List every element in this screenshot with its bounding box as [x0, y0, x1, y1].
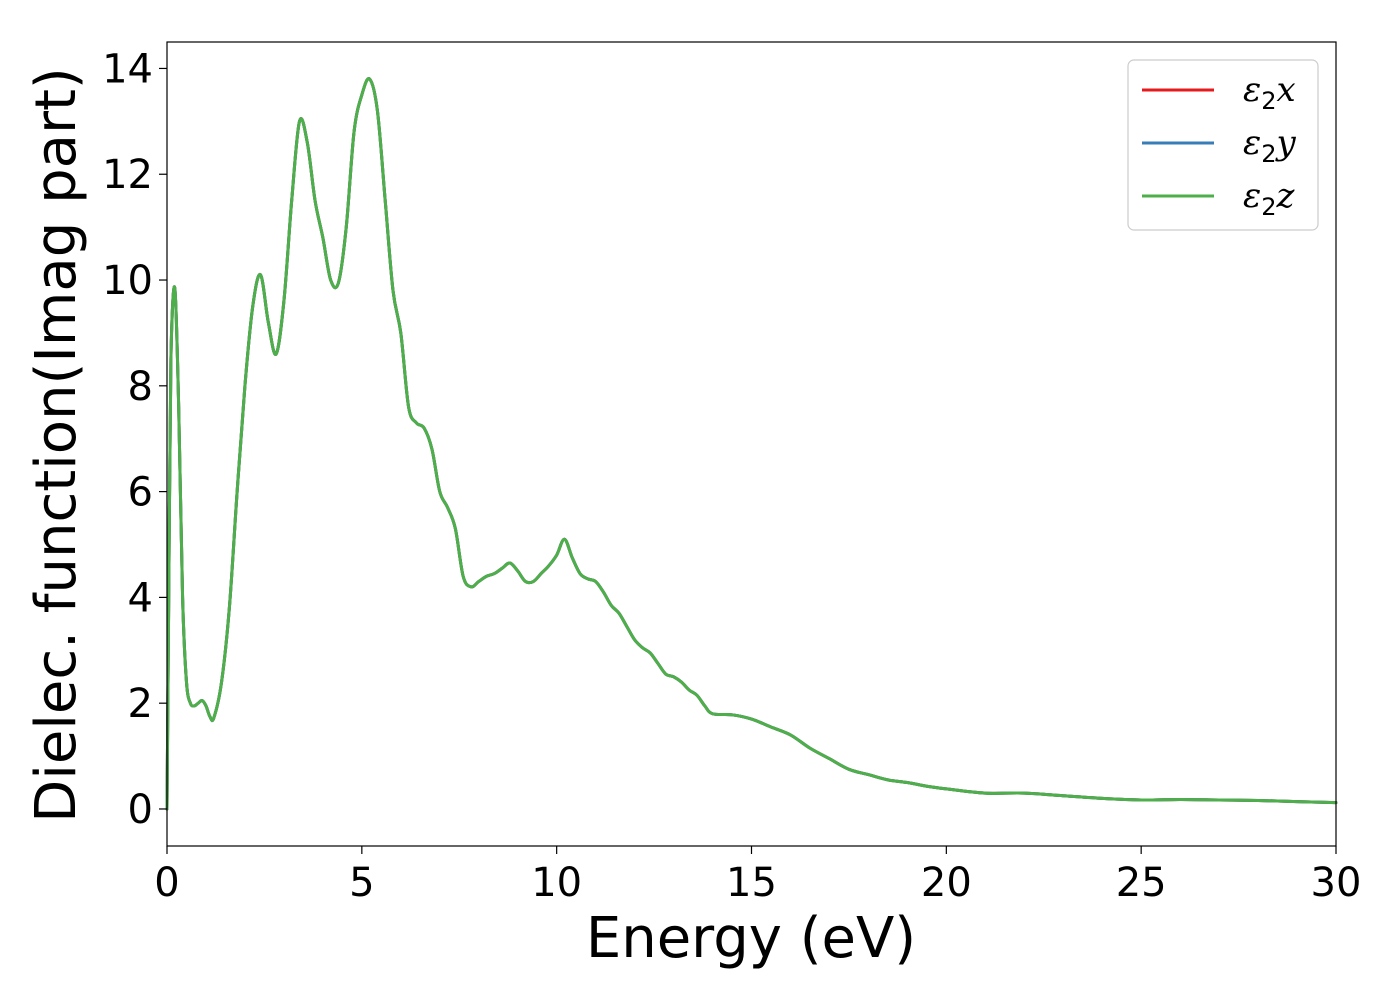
x-tick-label: 25	[1116, 860, 1167, 906]
legend-label-y: ε2y	[1243, 123, 1297, 168]
x-axis-ticks: 0 5 10 15 20 25 30	[154, 846, 1361, 906]
y-tick-label: 10	[102, 258, 153, 304]
x-axis-title: Energy (eV)	[586, 906, 916, 971]
y-tick-label: 4	[128, 575, 153, 621]
legend: ε2x ε2y ε2z	[1127, 59, 1319, 231]
legend-label-x: ε2x	[1243, 70, 1296, 115]
y-tick-label: 0	[128, 787, 153, 833]
y-axis-ticks: 0 2 4 6 8 10 12 14	[102, 46, 167, 833]
series-line-3	[165, 77, 1338, 811]
y-tick-label: 8	[128, 364, 153, 410]
y-axis-title: Dielec. function(Imag part)	[24, 67, 89, 823]
y-tick-label: 14	[102, 46, 153, 92]
x-tick-label: 15	[726, 860, 777, 906]
x-tick-label: 30	[1311, 860, 1362, 906]
y-tick-label: 2	[128, 681, 153, 727]
y-tick-label: 6	[128, 470, 153, 516]
x-tick-label: 10	[531, 860, 582, 906]
legend-label-z: ε2z	[1243, 176, 1296, 221]
series-layer	[165, 77, 1338, 811]
y-tick-label: 12	[102, 152, 153, 198]
x-tick-label: 20	[921, 860, 972, 906]
x-tick-label: 0	[154, 860, 179, 906]
x-tick-label: 5	[349, 860, 374, 906]
legend-box	[1127, 59, 1319, 231]
